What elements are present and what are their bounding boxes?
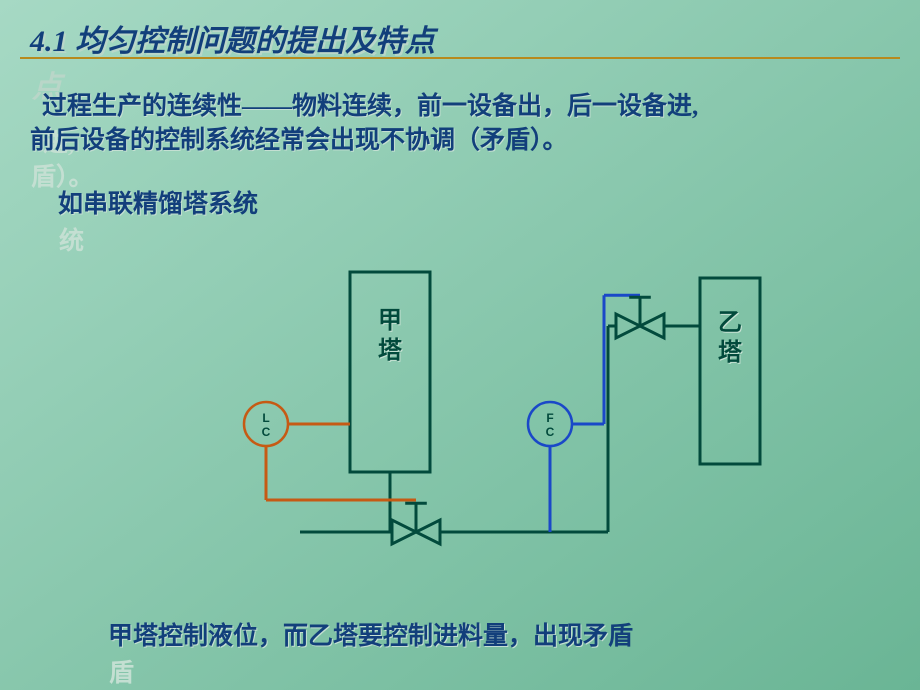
svg-text:乙: 乙 <box>718 310 742 336</box>
slide-content: 4.1 均匀控制问题的提出及特点 4.1 均匀控制问题的提出及特点 过程生产的连… <box>0 0 920 690</box>
svg-text:F: F <box>546 411 553 425</box>
svg-text:L: L <box>262 411 269 425</box>
svg-text:塔: 塔 <box>378 337 403 364</box>
svg-text:C: C <box>546 425 555 439</box>
svg-text:甲: 甲 <box>378 308 402 334</box>
svg-text:C: C <box>262 425 271 439</box>
footnote: 甲塔控制液位，而乙塔要控制进料量，出现矛盾 甲塔控制液位，而乙塔要控制进料量，出… <box>108 616 633 652</box>
footnote-text: 甲塔控制液位，而乙塔要控制进料量，出现矛盾 <box>108 623 633 650</box>
svg-text:塔: 塔 <box>718 339 743 366</box>
process-diagram: 甲塔甲塔乙塔乙塔LCFC <box>0 0 920 690</box>
